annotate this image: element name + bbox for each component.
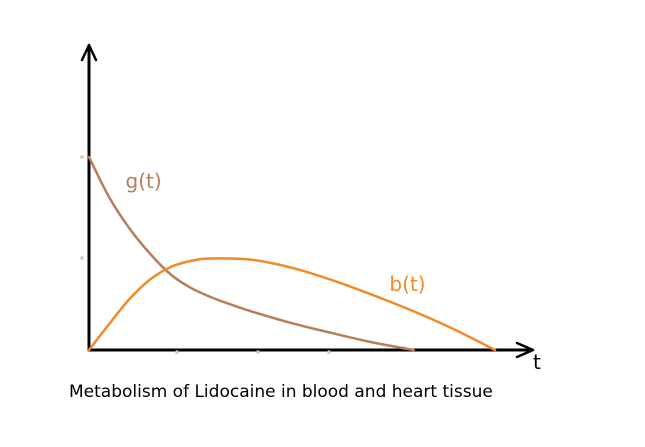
series-label-b: b(t): [389, 272, 425, 296]
series-group: [87, 155, 497, 352]
series-label-g: g(t): [126, 169, 162, 193]
series-line-b: [87, 257, 497, 352]
x-tick-dot: [175, 350, 179, 354]
series-line-g: [87, 155, 416, 352]
y-tick-dot: [80, 256, 84, 260]
x-axis-arrow-icon: [515, 341, 535, 359]
x-tick-dot: [256, 350, 260, 354]
x-tick-dot: [327, 350, 331, 354]
y-tick-dot: [80, 155, 84, 159]
chart-title: Metabolism of Lidocaine in blood and hea…: [69, 382, 493, 402]
y-axis-arrow-icon: [80, 43, 98, 62]
x-axis-label: t: [533, 350, 541, 374]
